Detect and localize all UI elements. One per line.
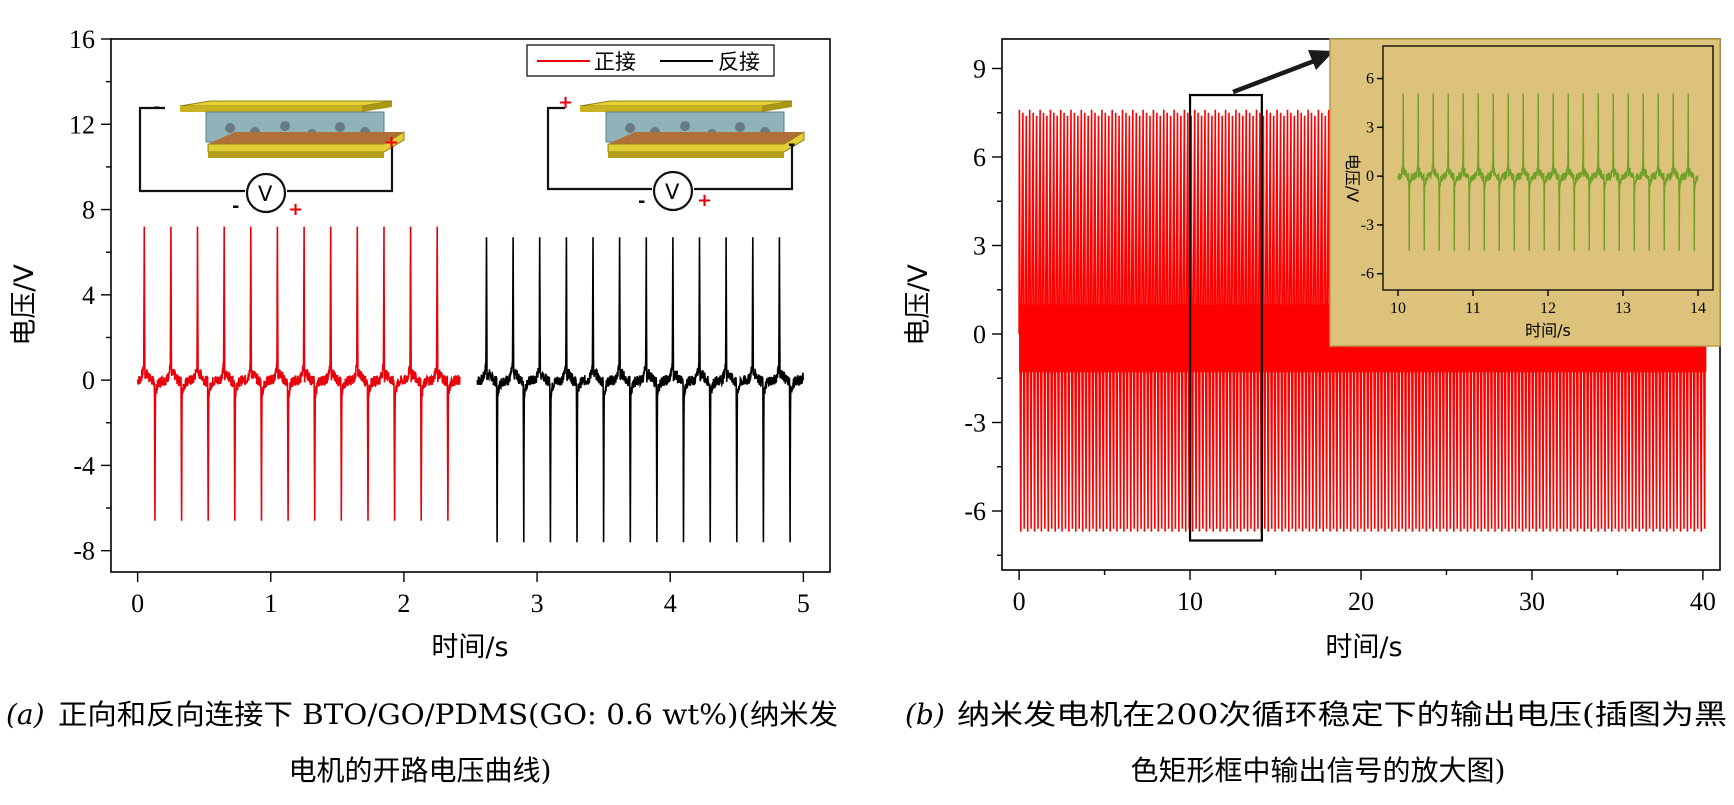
x-tick-label: 4 xyxy=(664,589,677,618)
sign-meter-plus-right: + xyxy=(697,190,712,211)
x-tick-label: 1 xyxy=(264,589,277,618)
panel-b-x-axis-title: 时间/s xyxy=(1325,632,1402,663)
series-reverse-line xyxy=(476,237,804,543)
y-tick-label: 8 xyxy=(82,196,95,225)
inset-x-tick-label: 10 xyxy=(1390,300,1406,317)
inset-series xyxy=(1397,93,1699,251)
y-tick-label: -6 xyxy=(964,497,986,526)
caption-b-line2: 色矩形框中输出信号的放大图) xyxy=(1131,754,1506,787)
caption-a: (a) 正向和反向连接下 BTO/GO/PDMS(GO: 0.6 wt%)(纳米… xyxy=(6,698,838,787)
caption-b: (b) 纳米发电机在200次循环稳定下的输出电压(插图为黑 色矩形框中输出信号的… xyxy=(905,698,1727,787)
zoom-highlight-box xyxy=(1188,93,1263,542)
y-tick-label: 16 xyxy=(69,25,95,54)
x-tick-label: 5 xyxy=(797,589,810,618)
legend-label-forward: 正接 xyxy=(594,50,636,74)
meter-label-left: V xyxy=(258,182,273,206)
inset-x-axis-title: 时间/s xyxy=(1525,321,1571,340)
caption-a-label: (a) xyxy=(6,698,45,731)
inset-y-axis-title: 电压/V xyxy=(1343,154,1362,202)
caption-a-line2: 电机的开路电压曲线) xyxy=(289,754,552,787)
inset-y-tick-label: 6 xyxy=(1366,71,1374,88)
y-tick-label: 6 xyxy=(973,143,986,172)
meter-label-right: V xyxy=(665,180,680,204)
panel-a-y-axis-title: 电压/V xyxy=(9,264,40,346)
sign-side-right: - xyxy=(788,134,795,155)
series-forward-line xyxy=(136,226,461,521)
sign-top-right: + xyxy=(558,92,573,113)
sign-top-left: - xyxy=(153,97,160,118)
y-tick-label: -8 xyxy=(73,537,95,566)
y-tick-label: 0 xyxy=(82,366,95,395)
inset-y-tick-label: -6 xyxy=(1361,266,1374,283)
sign-meter-plus-left: + xyxy=(288,199,303,220)
x-tick-label: 10 xyxy=(1177,587,1203,616)
sign-meter-minus-left: - xyxy=(232,196,239,217)
inset-ticks: 10 11 12 13 14 6 3 0 -3 -6 xyxy=(1361,71,1706,317)
y-tick-label: 12 xyxy=(69,110,95,139)
panel-b-y-axis-title: 电压/V xyxy=(903,264,934,346)
y-tick-label: 0 xyxy=(973,320,986,349)
inset-x-tick-label: 14 xyxy=(1690,300,1706,317)
inset-y-tick-label: 3 xyxy=(1366,119,1374,136)
panel-a-x-axis-title: 时间/s xyxy=(431,632,508,663)
legend-label-reverse: 反接 xyxy=(718,50,760,74)
x-tick-label: 0 xyxy=(131,589,144,618)
caption-b-line1: 纳米发电机在200次循环稳定下的输出电压(插图为黑 xyxy=(957,698,1727,731)
inset-x-tick-label: 12 xyxy=(1540,300,1556,317)
x-tick-label: 30 xyxy=(1519,587,1545,616)
inset-background xyxy=(1329,38,1721,347)
inset-x-tick-label: 13 xyxy=(1615,300,1631,317)
inset-zoom-plot: 10 11 12 13 14 6 3 0 -3 -6 时间/s 电压/V xyxy=(1329,38,1721,347)
sign-meter-minus-right: - xyxy=(638,191,645,212)
inset-series-line xyxy=(1397,93,1699,251)
x-tick-label: 20 xyxy=(1348,587,1374,616)
zoom-arrow-head xyxy=(1308,50,1334,70)
x-tick-label: 2 xyxy=(397,589,410,618)
caption-a-line1: 正向和反向连接下 BTO/GO/PDMS(GO: 0.6 wt%)(纳米发 xyxy=(58,698,838,731)
inset-x-tick-label: 11 xyxy=(1465,300,1480,317)
y-tick-label: -4 xyxy=(73,451,95,480)
x-tick-label: 40 xyxy=(1690,587,1716,616)
x-tick-label: 0 xyxy=(1013,587,1026,616)
inset-y-tick-label: -3 xyxy=(1361,217,1374,234)
inset-y-tick-label: 0 xyxy=(1366,168,1374,185)
device-schematic-reverse: V + - - + xyxy=(546,92,805,212)
x-tick-label: 3 xyxy=(531,589,544,618)
y-tick-label: 4 xyxy=(82,281,95,310)
panel-a-legend: 正接 反接 xyxy=(526,44,775,77)
panel-a-series xyxy=(136,226,804,543)
zoom-arrow-shaft xyxy=(1232,55,1323,95)
device-schematic-forward: V - + - + xyxy=(138,97,405,220)
y-tick-label: 3 xyxy=(973,232,986,261)
sign-side-left: + xyxy=(384,132,399,153)
panel-a-plot-frame xyxy=(110,38,831,573)
y-tick-label: -3 xyxy=(964,409,986,438)
y-tick-label: 9 xyxy=(973,55,986,84)
caption-b-label: (b) xyxy=(905,698,945,731)
